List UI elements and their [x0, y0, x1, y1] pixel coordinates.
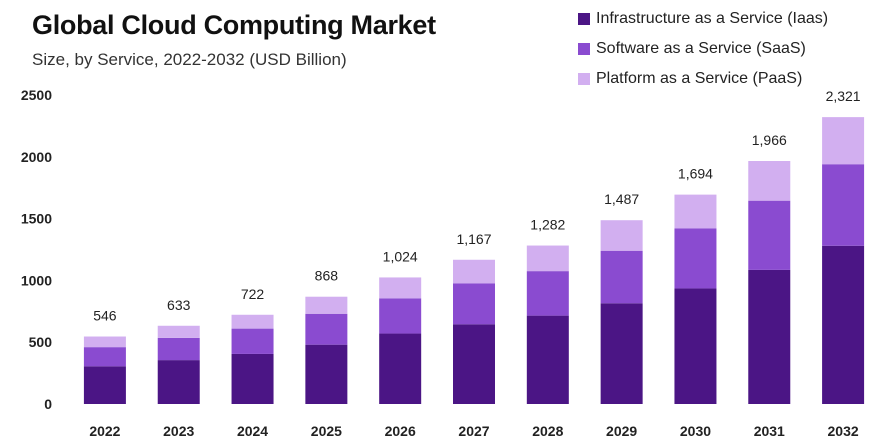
x-tick-label: 2029 [606, 423, 637, 439]
legend-swatch-paas [578, 73, 590, 85]
x-tick-label: 2031 [754, 423, 785, 439]
chart-title: Global Cloud Computing Market [32, 10, 436, 40]
bar-segment-saas [83, 347, 126, 367]
y-tick-label: 0 [44, 396, 52, 412]
bar-segment-paas [305, 296, 348, 314]
bar-segment-iaas [379, 333, 422, 404]
legend-label-paas: Platform as a Service (PaaS) [596, 70, 803, 87]
bar-segment-paas [822, 117, 865, 165]
legend-label-iaas: Infrastructure as a Service (Iaas) [596, 10, 829, 27]
x-tick-label: 2030 [680, 423, 711, 439]
bar-segment-paas [674, 194, 717, 229]
bar-segment-paas [600, 220, 643, 251]
x-tick-label: 2027 [458, 423, 489, 439]
bar-segment-paas [379, 277, 422, 299]
bar-segment-paas [453, 259, 495, 284]
x-tick-label: 2024 [237, 423, 268, 439]
x-tick-label: 2026 [385, 423, 416, 439]
x-tick-label: 2032 [828, 423, 859, 439]
y-tick-label: 2500 [21, 87, 52, 103]
total-label: 1,694 [678, 166, 713, 182]
total-label: 633 [167, 297, 191, 313]
total-label: 868 [315, 268, 339, 284]
legend-label-saas: Software as a Service (SaaS) [596, 40, 806, 57]
legend-item-paas: Platform as a Service (PaaS) [578, 64, 828, 94]
chart-subtitle: Size, by Service, 2022-2032 (USD Billion… [32, 50, 347, 69]
bar-segment-iaas [674, 288, 717, 404]
bar-segment-paas [526, 245, 569, 272]
legend-swatch-iaas [578, 13, 590, 25]
bar-segment-saas [600, 250, 643, 304]
legend-item-saas: Software as a Service (SaaS) [578, 34, 828, 64]
total-label: 1,487 [604, 191, 639, 207]
bar-segment-saas [305, 313, 348, 345]
legend-item-iaas: Infrastructure as a Service (Iaas) [578, 4, 828, 34]
legend-swatch-saas [578, 43, 590, 55]
bar-segment-saas [379, 298, 422, 334]
total-label: 2,321 [826, 88, 861, 104]
bar-segment-iaas [83, 366, 126, 404]
x-tick-label: 2025 [311, 423, 342, 439]
bar-segment-iaas [600, 303, 643, 404]
bar-segment-saas [157, 337, 200, 361]
bar-segment-iaas [526, 315, 569, 404]
bar-segment-iaas [157, 360, 200, 404]
total-label: 1,024 [383, 248, 418, 264]
y-tick-label: 500 [29, 334, 53, 350]
bar-segment-paas [748, 161, 791, 201]
bar-segment-saas [231, 328, 274, 354]
total-label: 546 [93, 308, 117, 324]
y-tick-label: 1500 [21, 211, 52, 227]
bar-segment-paas [157, 325, 200, 338]
bar-segment-paas [231, 314, 274, 329]
bar-segment-saas [674, 228, 717, 289]
bar-segment-iaas [822, 245, 865, 404]
y-tick-label: 1000 [21, 272, 52, 288]
bar-segment-saas [822, 164, 865, 246]
bar-segment-iaas [748, 269, 791, 404]
bar-segment-iaas [453, 324, 495, 404]
bar-segment-iaas [305, 344, 348, 404]
bar-segment-paas [83, 336, 126, 348]
x-tick-label: 2028 [532, 423, 563, 439]
x-tick-label: 2023 [163, 423, 194, 439]
bar-segment-iaas [231, 353, 274, 404]
bar-segment-saas [453, 283, 495, 325]
total-label: 1,966 [752, 132, 787, 148]
total-label: 1,282 [530, 217, 565, 233]
bar-segment-saas [748, 200, 791, 270]
legend: Infrastructure as a Service (Iaas) Softw… [578, 4, 828, 94]
total-label: 1,167 [456, 231, 491, 247]
bar-segment-saas [526, 271, 569, 316]
y-tick-label: 2000 [21, 149, 52, 165]
x-tick-label: 2022 [89, 423, 120, 439]
total-label: 722 [241, 286, 265, 302]
